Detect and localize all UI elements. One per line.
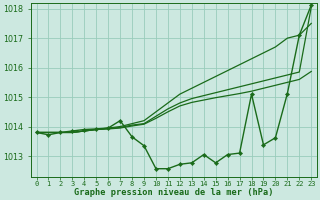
X-axis label: Graphe pression niveau de la mer (hPa): Graphe pression niveau de la mer (hPa) — [74, 188, 274, 197]
